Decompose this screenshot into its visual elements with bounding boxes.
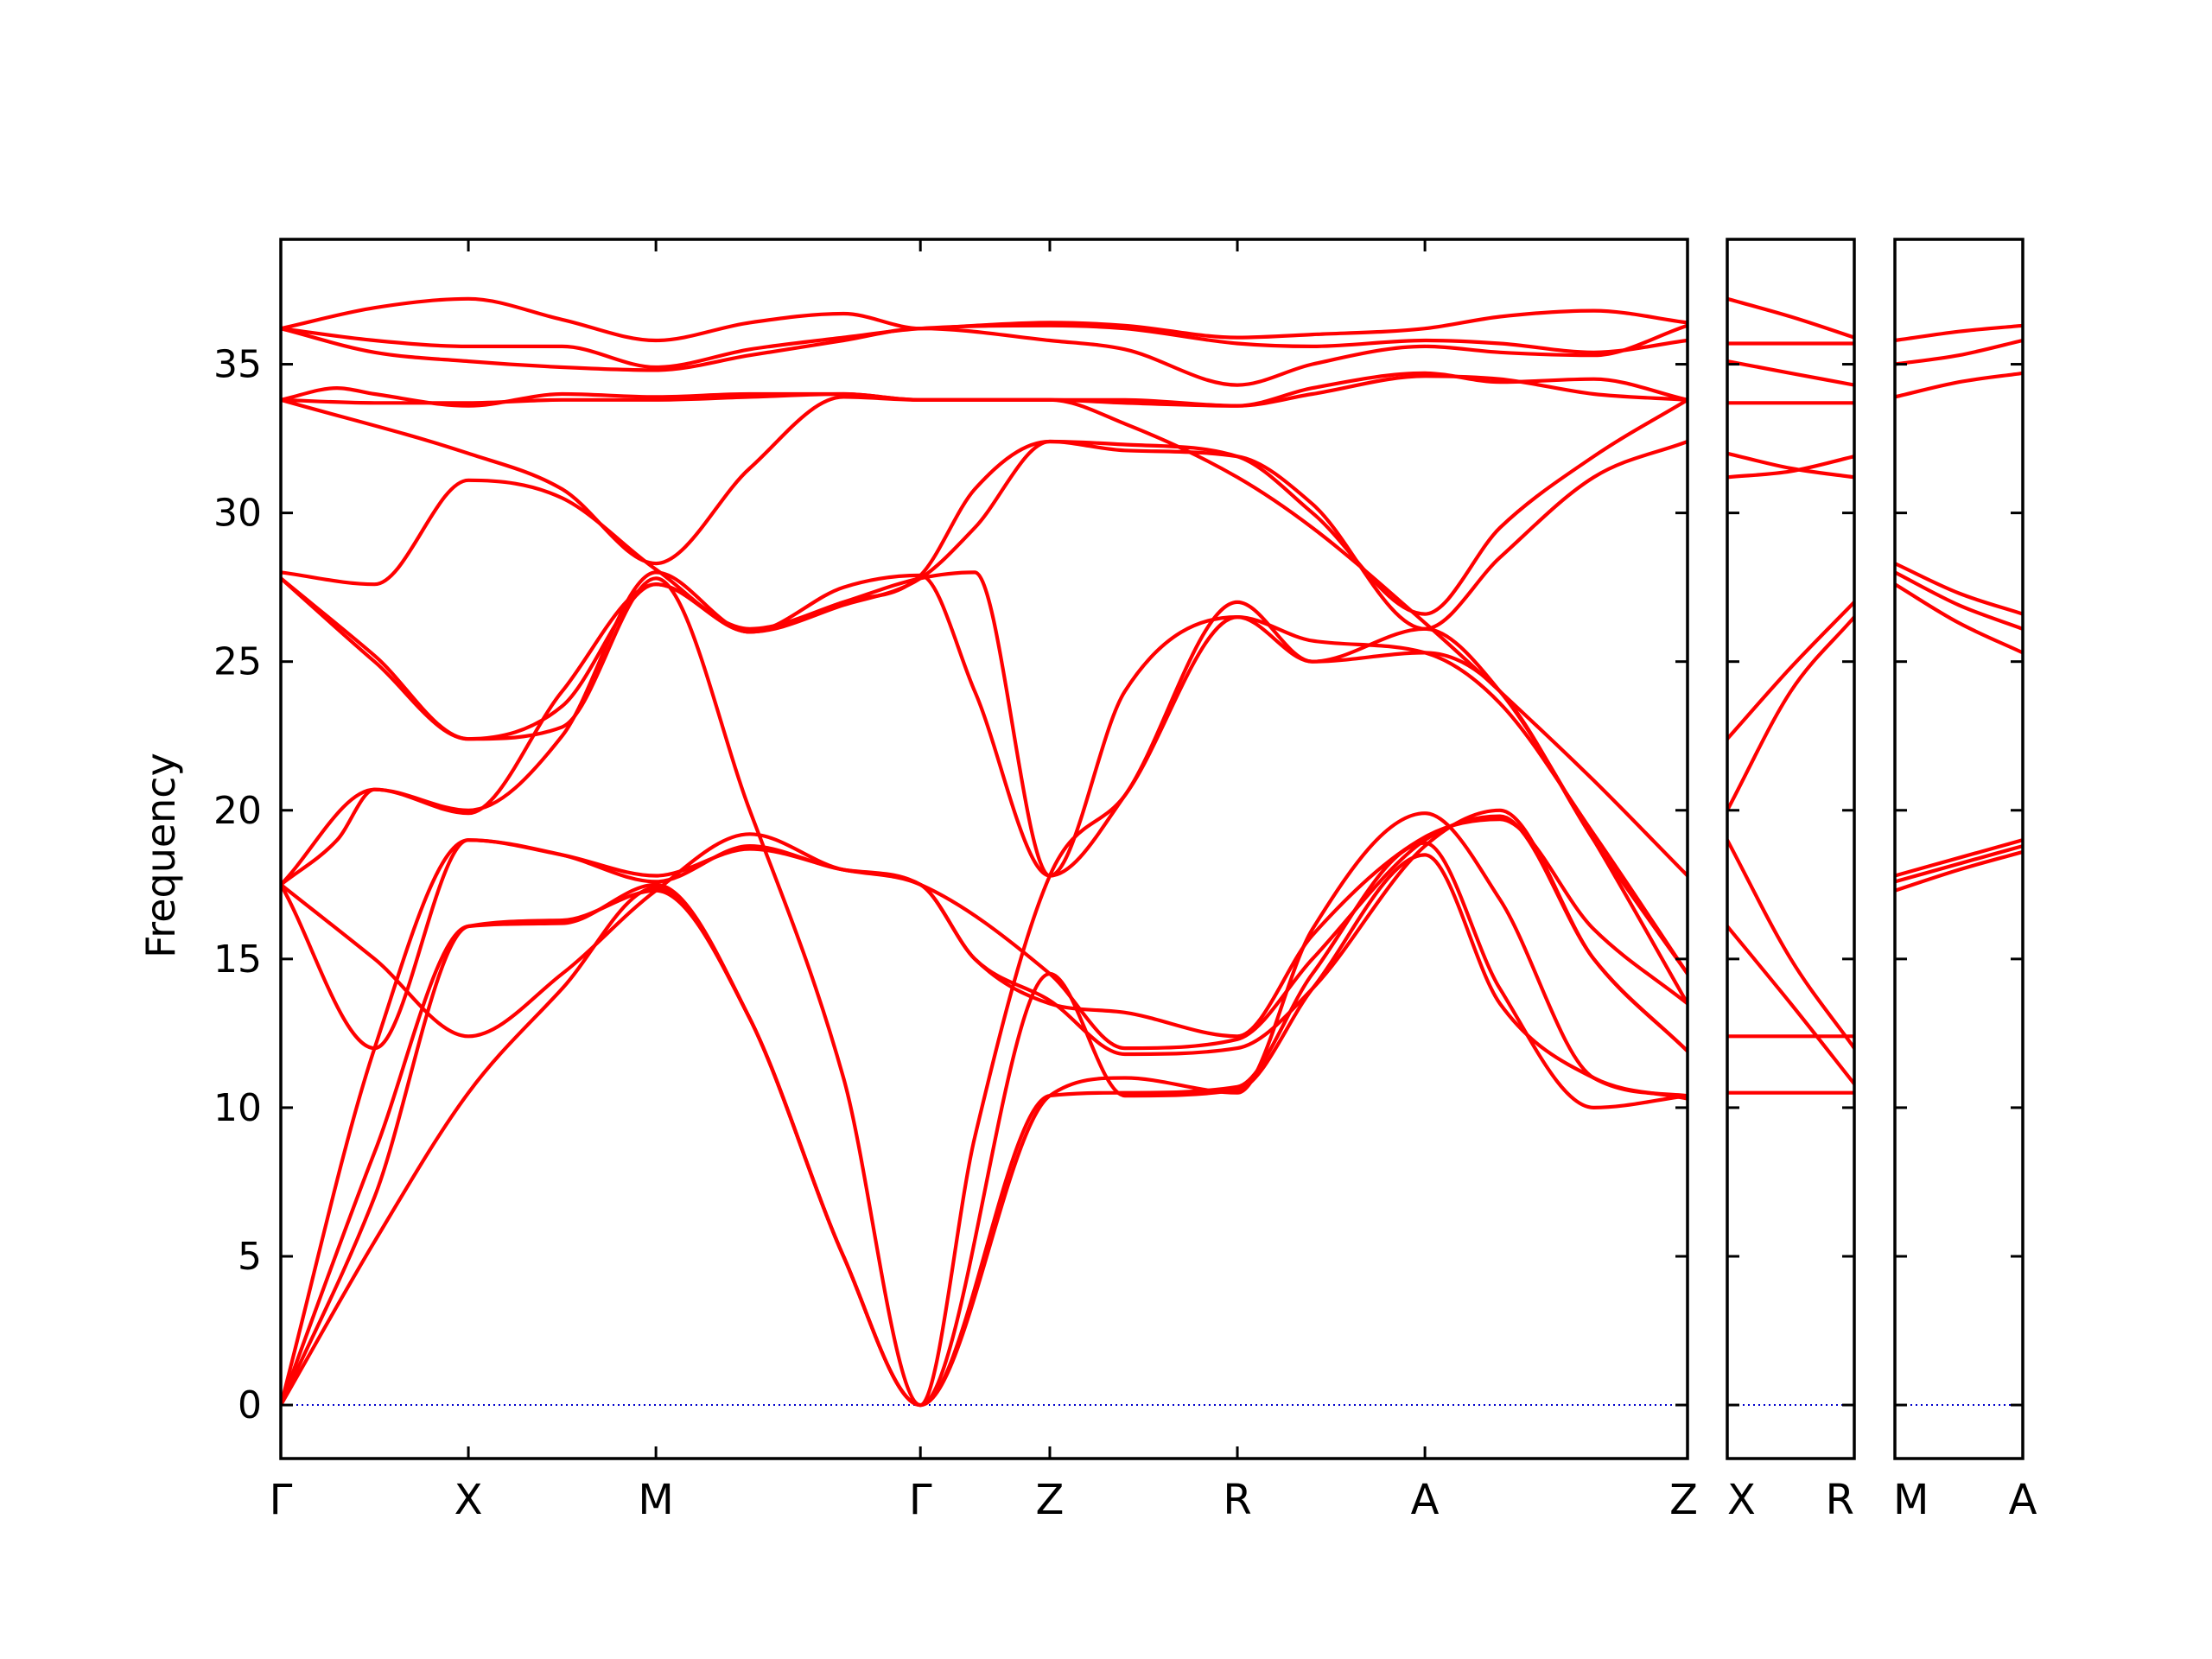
band-line bbox=[1895, 849, 2023, 893]
band-line bbox=[281, 323, 1688, 370]
k-point-label: Γ bbox=[909, 1476, 932, 1524]
panel-1: 0 5 10 15 20 25 30 35 Γ X M Γ Z R A Z bbox=[213, 238, 1698, 1524]
k-point-label: M bbox=[638, 1476, 673, 1524]
band-line bbox=[281, 817, 1688, 1039]
panel-frame bbox=[1893, 238, 2024, 1460]
panel-frame bbox=[279, 238, 1689, 1460]
y-tick-label: 25 bbox=[213, 640, 262, 684]
band-line bbox=[1727, 615, 1854, 812]
band-line bbox=[281, 323, 1688, 387]
band-line bbox=[1727, 838, 1854, 1051]
band-line bbox=[281, 811, 1688, 1408]
y-axis-label: Frequency bbox=[137, 753, 184, 958]
y-tick-label: 35 bbox=[213, 343, 262, 387]
k-point-label: R bbox=[1826, 1476, 1854, 1524]
band-line bbox=[1895, 838, 2023, 878]
k-point-label: Z bbox=[1036, 1476, 1065, 1524]
bands bbox=[281, 296, 1688, 1408]
band-line bbox=[1727, 454, 1854, 480]
k-point-label: R bbox=[1223, 1476, 1251, 1524]
band-line bbox=[1895, 570, 2023, 631]
k-point-label: X bbox=[1727, 1476, 1756, 1524]
k-point-label: Z bbox=[1669, 1476, 1698, 1524]
band-line bbox=[281, 853, 1688, 1408]
band-line bbox=[1895, 844, 2023, 884]
band-line bbox=[281, 439, 1688, 741]
k-point-label: M bbox=[1893, 1476, 1929, 1524]
band-line bbox=[281, 576, 1688, 1408]
y-tick-label: 15 bbox=[213, 938, 262, 982]
band-line bbox=[1895, 338, 2023, 366]
k-point-label: A bbox=[1411, 1476, 1440, 1524]
band-line bbox=[1895, 562, 2023, 616]
y-tick-label: 10 bbox=[213, 1086, 262, 1130]
y-tick-label: 0 bbox=[238, 1383, 262, 1427]
bands bbox=[1727, 296, 1854, 1095]
k-point-label: X bbox=[454, 1476, 483, 1524]
k-point-label: Γ bbox=[270, 1476, 293, 1524]
band-line bbox=[1727, 451, 1854, 480]
band-line bbox=[281, 570, 1688, 1006]
band-line bbox=[281, 814, 1688, 1408]
panel-frame bbox=[1726, 238, 1856, 1460]
y-tick-label: 5 bbox=[238, 1235, 262, 1279]
band-line bbox=[1895, 323, 2023, 343]
bands bbox=[1895, 323, 2023, 893]
band-line bbox=[281, 841, 1688, 1408]
k-point-label: A bbox=[2009, 1476, 2037, 1524]
band-line bbox=[281, 397, 1688, 631]
band-line bbox=[1727, 296, 1854, 340]
band-line bbox=[1895, 371, 2023, 399]
y-tick-label: 30 bbox=[213, 492, 262, 536]
band-line bbox=[1727, 359, 1854, 387]
band-line bbox=[1727, 924, 1854, 1086]
band-line bbox=[1895, 582, 2023, 655]
band-line bbox=[281, 570, 1688, 976]
y-tick-label: 20 bbox=[213, 789, 262, 833]
band-line bbox=[1727, 600, 1854, 741]
